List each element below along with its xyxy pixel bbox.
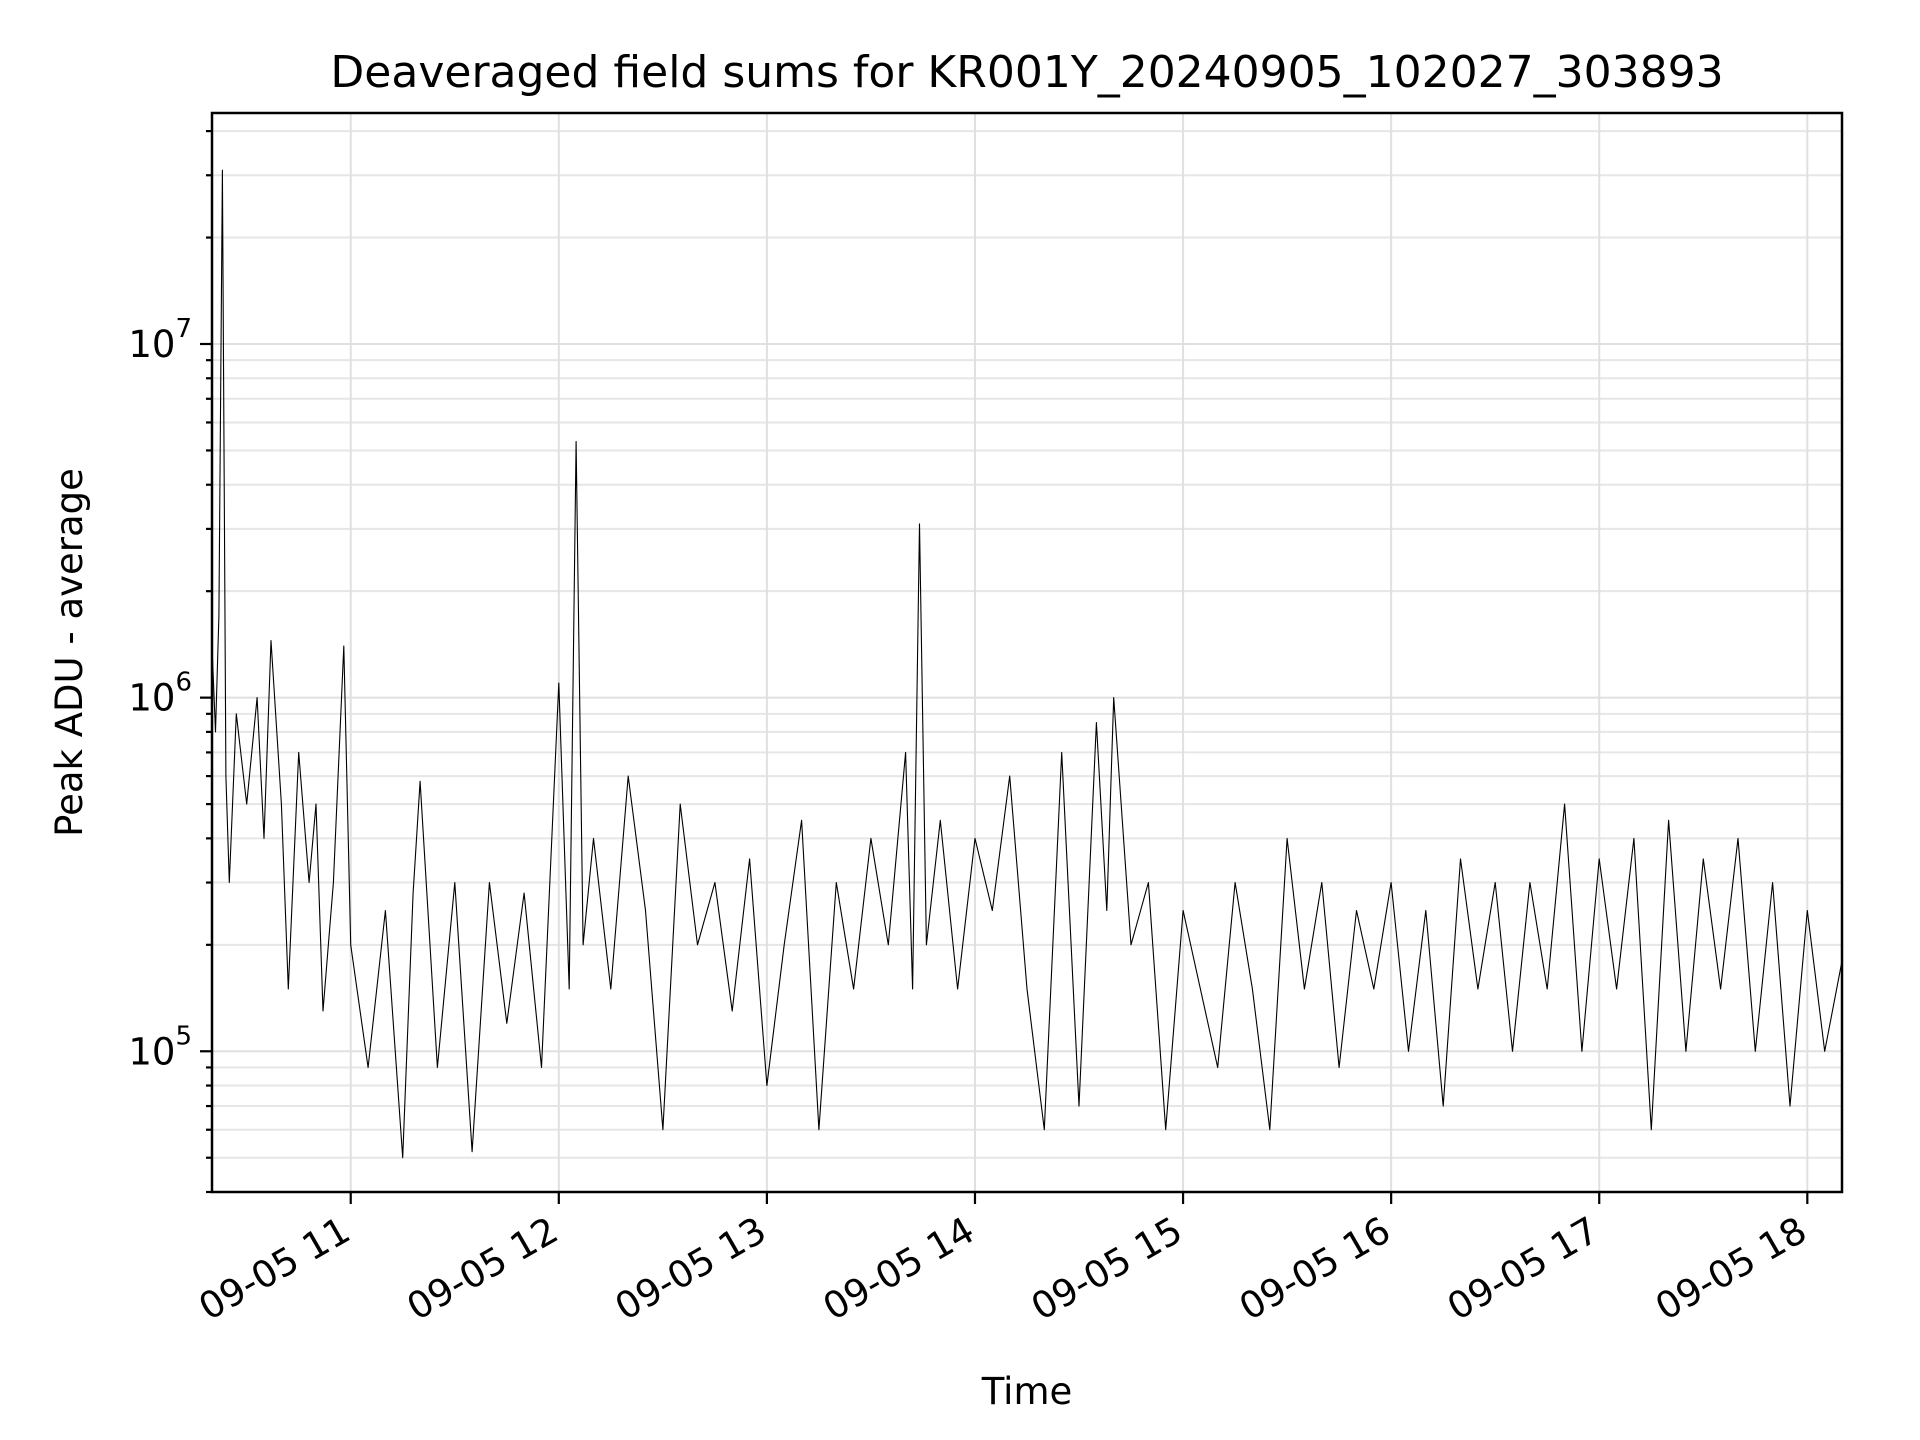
axes-frame — [210, 111, 1844, 1194]
y-tick-label-exponent: 7 — [175, 314, 192, 344]
x-axis-label: Time — [981, 1370, 1073, 1413]
y-axis-label: Peak ADU - average — [48, 468, 91, 837]
y-tick-label: 107 — [128, 314, 192, 366]
y-tick-label-base: 10 — [128, 677, 175, 720]
y-tick-label-base: 10 — [128, 1030, 175, 1073]
ticks — [200, 129, 1809, 1204]
series-layer — [211, 169, 1843, 1159]
series-line — [211, 169, 1843, 1159]
y-tick-label-exponent: 6 — [175, 668, 192, 698]
y-tick-label: 106 — [128, 668, 192, 720]
y-tick-label-base: 10 — [128, 323, 175, 366]
chart-title: Deaveraged field sums for KR001Y_2024090… — [330, 47, 1723, 98]
y-tick-label-exponent: 5 — [175, 1021, 192, 1051]
y-tick-label: 105 — [128, 1021, 192, 1073]
grid — [212, 113, 1842, 1193]
